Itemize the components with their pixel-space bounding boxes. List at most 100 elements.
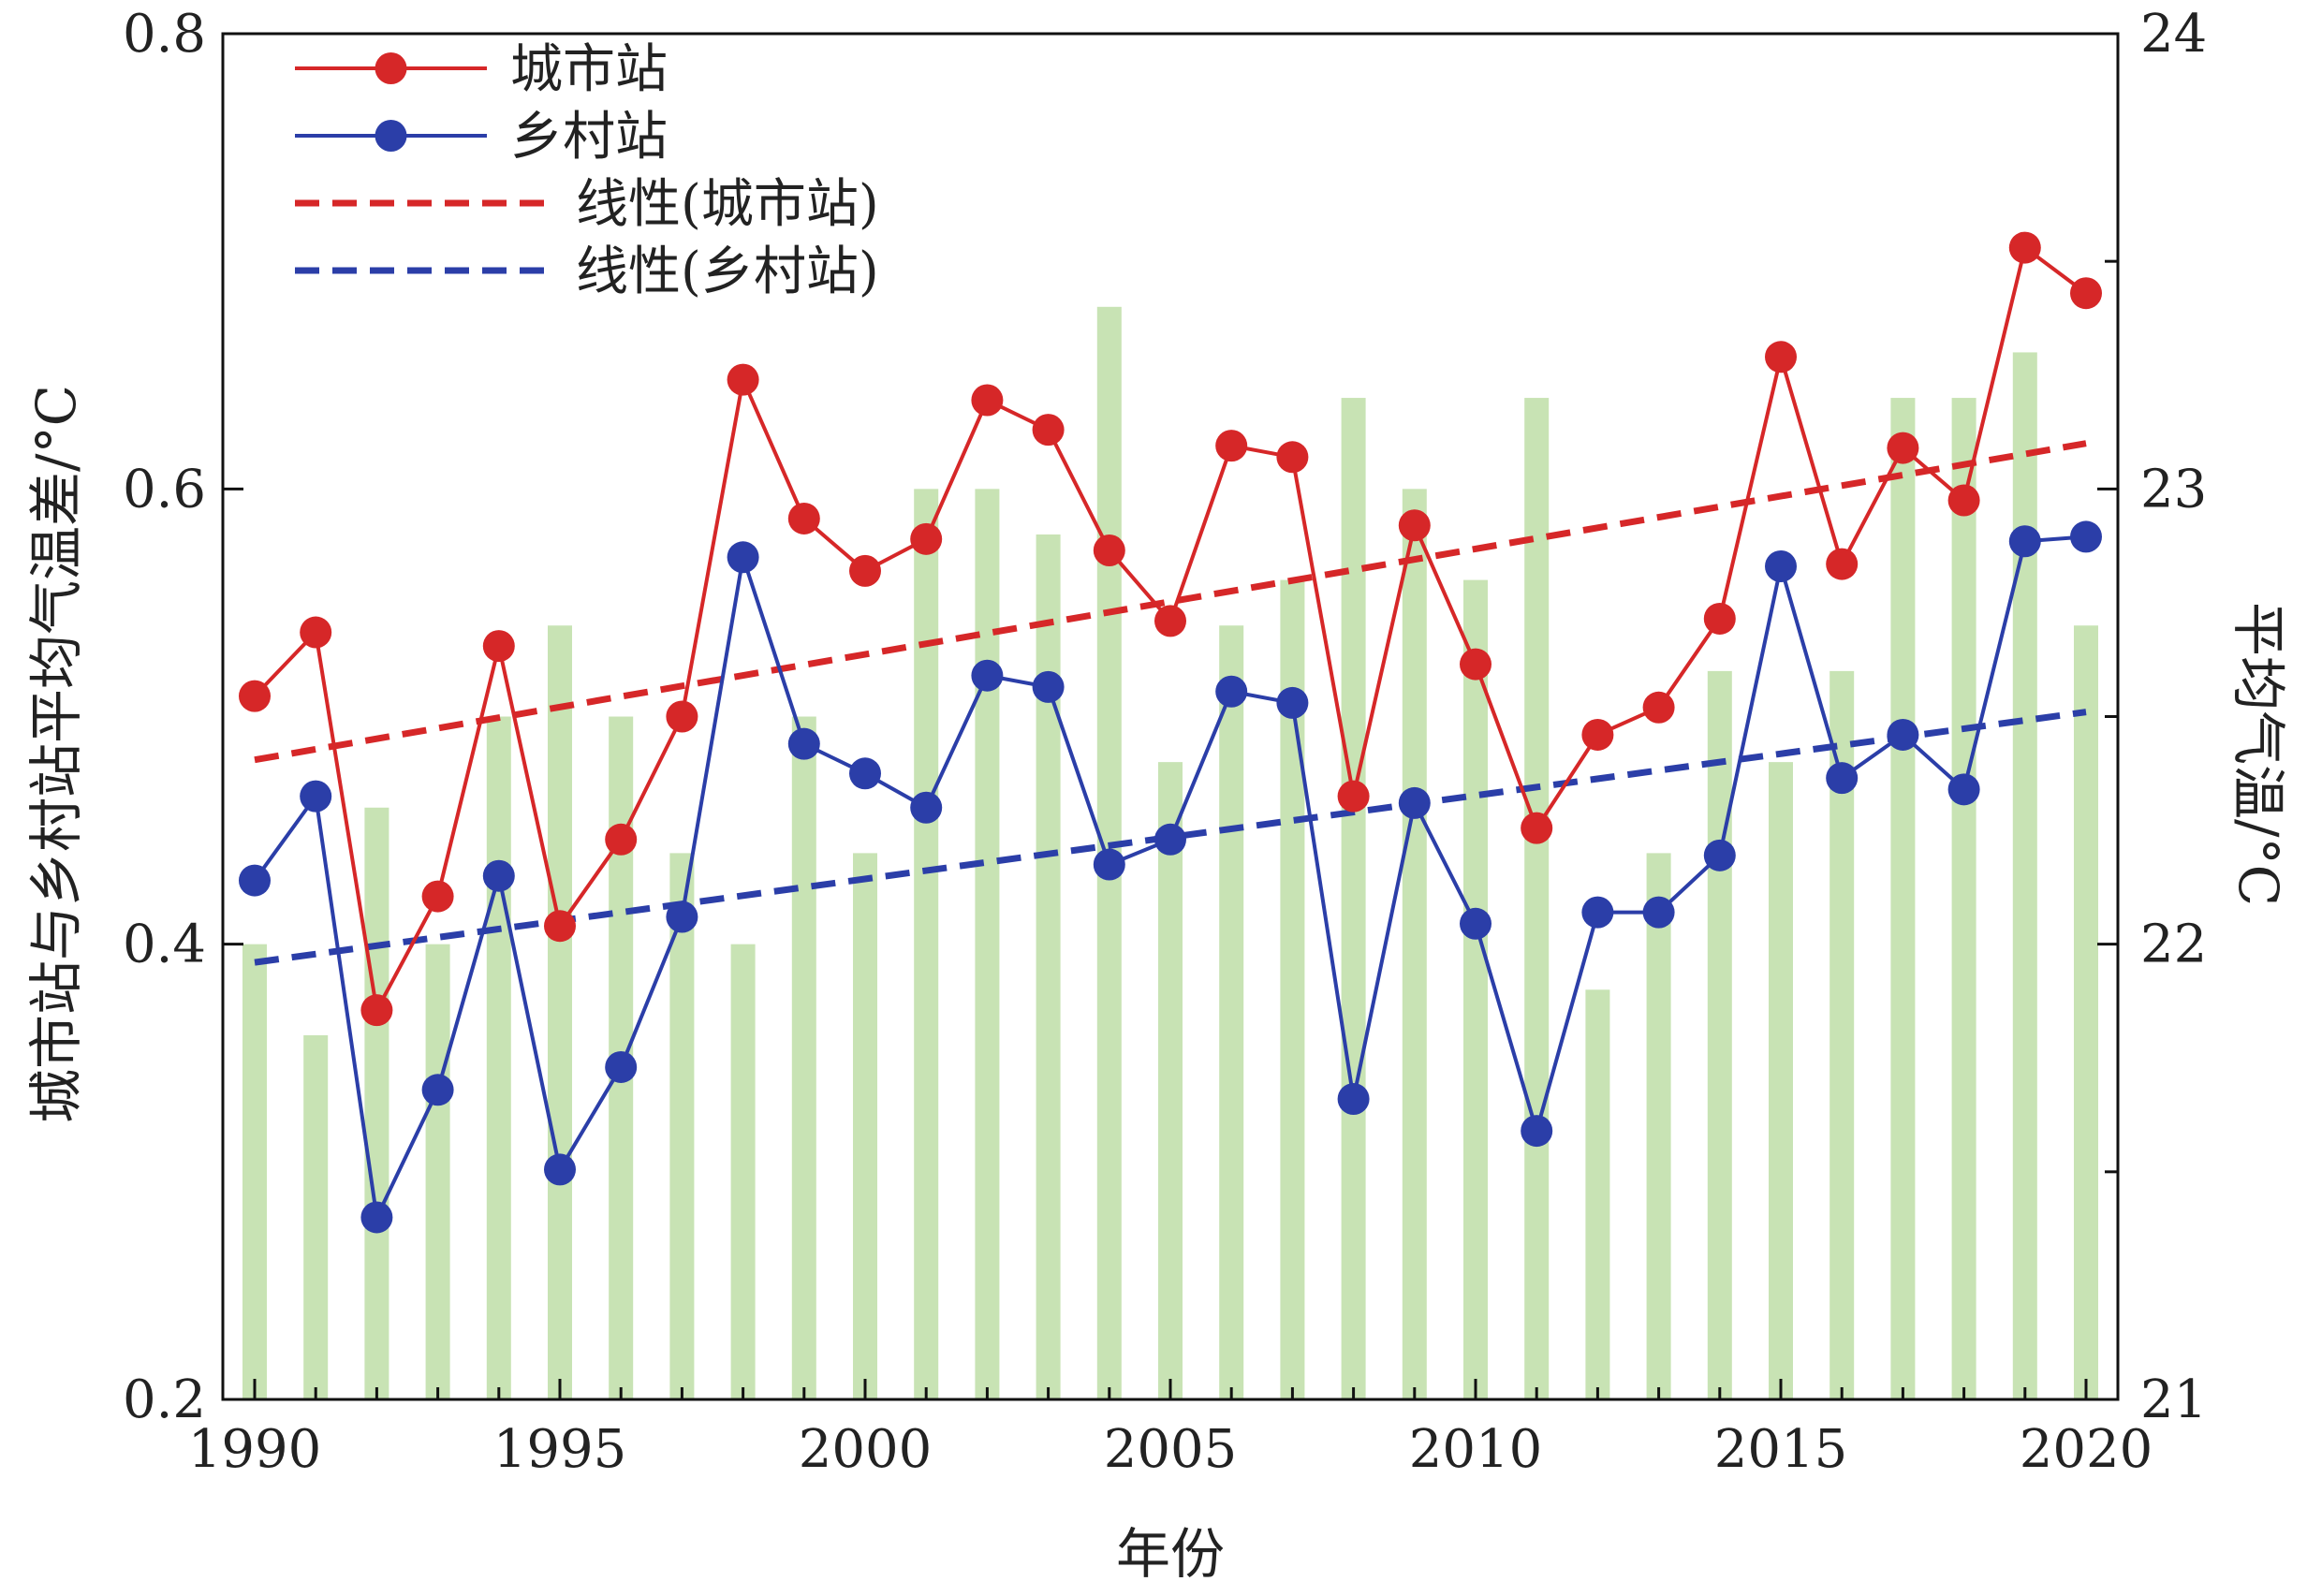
legend-label-0: 城市站 xyxy=(510,39,668,100)
series-point-rural-2018 xyxy=(1947,773,1980,806)
series-point-urban-2007 xyxy=(1276,441,1309,474)
series-point-rural-1998 xyxy=(727,541,759,574)
temperature-bar-2013 xyxy=(1646,853,1671,1399)
legend-label-2: 线性(城市站) xyxy=(576,174,879,235)
temperature-bar-2002 xyxy=(975,489,1000,1399)
series-point-rural-2020 xyxy=(2070,520,2102,553)
series-point-rural-1995 xyxy=(544,1153,576,1186)
temperature-bar-1997 xyxy=(669,853,695,1399)
temperature-bar-2008 xyxy=(1341,398,1366,1400)
series-point-rural-2010 xyxy=(1460,907,1491,940)
left-y-axis-title: 城市站与乡村站平均气温差/°C xyxy=(24,385,88,1123)
series-point-urban-2019 xyxy=(2008,231,2041,264)
bar-series-temperature xyxy=(242,306,2098,1400)
series-point-rural-2017 xyxy=(1887,718,1919,751)
temperature-bar-2018 xyxy=(1951,398,1976,1400)
legend-label-3: 线性(乡村站) xyxy=(576,242,879,302)
temperature-bar-2001 xyxy=(914,489,939,1399)
series-point-urban-1992 xyxy=(360,994,393,1027)
right-y-tick-label-2: 23 xyxy=(2140,459,2207,520)
series-point-urban-2008 xyxy=(1337,780,1370,813)
x-tick-label-2020: 2020 xyxy=(2020,1419,2153,1480)
temperature-bar-2011 xyxy=(1524,398,1550,1400)
right-y-tick-label-1: 22 xyxy=(2140,915,2207,975)
series-point-urban-2011 xyxy=(1521,812,1553,844)
series-point-rural-2001 xyxy=(910,791,943,824)
temperature-bar-1994 xyxy=(486,716,511,1399)
x-tick-label-1990: 1990 xyxy=(188,1419,322,1480)
series-point-urban-2000 xyxy=(849,554,881,587)
temperature-bar-1991 xyxy=(303,1034,329,1399)
series-point-rural-2003 xyxy=(1032,670,1065,703)
series-point-rural-1994 xyxy=(482,859,515,892)
temperature-bar-1998 xyxy=(730,944,756,1399)
temperature-bar-1990 xyxy=(242,944,267,1399)
series-point-urban-2003 xyxy=(1032,414,1065,447)
left-y-tick-label-3: 0.8 xyxy=(123,4,206,65)
temperature-bar-1993 xyxy=(425,944,450,1399)
left-y-tick-label-2: 0.6 xyxy=(123,459,206,520)
series-point-rural-2005 xyxy=(1154,823,1186,856)
series-point-urban-2002 xyxy=(971,384,1004,417)
x-tick-label-1995: 1995 xyxy=(493,1419,627,1480)
series-point-urban-2012 xyxy=(1581,718,1614,751)
temperature-bar-2009 xyxy=(1402,489,1427,1399)
series-point-rural-2014 xyxy=(1703,839,1736,871)
series-point-rural-2004 xyxy=(1093,848,1125,881)
series-point-rural-2007 xyxy=(1276,686,1309,719)
temperature-bar-2010 xyxy=(1463,579,1488,1399)
series-point-rural-2006 xyxy=(1215,675,1248,708)
temperature-bar-2006 xyxy=(1219,625,1244,1399)
series-point-urban-2015 xyxy=(1765,341,1797,373)
left-y-tick-label-0: 0.2 xyxy=(123,1369,206,1430)
series-point-urban-2001 xyxy=(910,522,943,555)
series-point-urban-1999 xyxy=(787,502,820,534)
line-series-group xyxy=(239,231,2102,1234)
right-y-tick-label-3: 24 xyxy=(2140,4,2207,65)
temperature-bar-1995 xyxy=(548,625,572,1399)
series-point-urban-2020 xyxy=(2070,277,2102,310)
series-point-rural-2009 xyxy=(1398,786,1431,819)
temperature-bar-2003 xyxy=(1036,534,1061,1399)
series-point-urban-1991 xyxy=(300,616,332,649)
trendline-urban xyxy=(254,440,2087,764)
series-point-urban-1995 xyxy=(544,910,576,943)
series-point-urban-2009 xyxy=(1398,509,1431,542)
series-point-urban-1994 xyxy=(482,630,515,663)
series-point-urban-1998 xyxy=(727,363,759,396)
series-point-urban-2010 xyxy=(1460,648,1491,681)
series-point-rural-1993 xyxy=(421,1074,454,1106)
series-point-urban-1996 xyxy=(605,823,638,856)
series-point-rural-2016 xyxy=(1826,762,1859,795)
temperature-bar-2012 xyxy=(1585,989,1610,1399)
temperature-bar-1999 xyxy=(791,716,816,1399)
series-point-rural-2008 xyxy=(1337,1083,1370,1116)
left-y-tick-label-1: 0.4 xyxy=(123,915,206,975)
series-point-urban-2004 xyxy=(1093,534,1125,566)
x-tick-label-2005: 2005 xyxy=(1104,1419,1238,1480)
series-point-rural-1991 xyxy=(300,780,332,813)
series-point-urban-2005 xyxy=(1154,605,1186,637)
temperature-bar-2005 xyxy=(1158,762,1183,1399)
right-y-tick-label-0: 21 xyxy=(2140,1369,2207,1430)
temperature-bar-1992 xyxy=(364,807,389,1399)
series-point-urban-1997 xyxy=(666,700,698,733)
axis-titles: 年份 城市站与乡村站平均气温差/°C 平均气温/°C xyxy=(24,385,2290,1586)
legend-marker-1 xyxy=(375,120,407,152)
series-point-rural-1997 xyxy=(666,900,698,933)
series-point-rural-2019 xyxy=(2008,525,2041,558)
series-point-rural-1996 xyxy=(605,1050,638,1083)
series-point-urban-2006 xyxy=(1215,430,1248,462)
legend-label-1: 乡村站 xyxy=(510,107,668,168)
series-point-rural-2012 xyxy=(1581,896,1614,929)
series-point-urban-1990 xyxy=(239,680,271,712)
series-point-rural-1999 xyxy=(787,727,820,760)
series-point-rural-2002 xyxy=(971,659,1004,692)
x-tick-label-2010: 2010 xyxy=(1409,1419,1543,1480)
x-tick-label-2015: 2015 xyxy=(1714,1419,1848,1480)
series-point-rural-2000 xyxy=(849,757,881,790)
series-point-rural-2015 xyxy=(1765,550,1797,583)
series-point-urban-2013 xyxy=(1642,691,1675,724)
